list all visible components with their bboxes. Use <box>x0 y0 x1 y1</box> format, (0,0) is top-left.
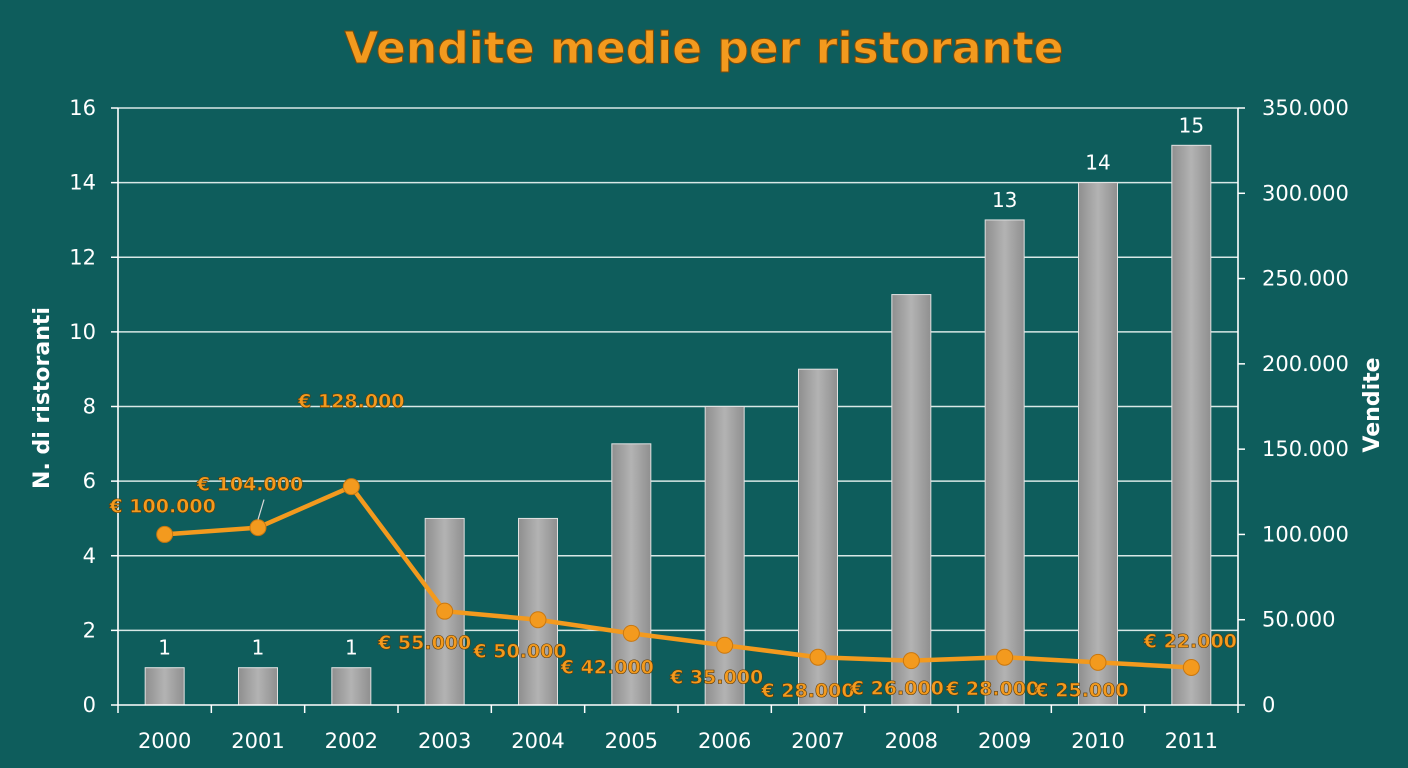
bar-data-label: 1 <box>158 636 171 660</box>
x-tick-label: 2005 <box>605 729 658 753</box>
y-tick-label: 16 <box>69 96 96 120</box>
y-tick-label: 10 <box>69 320 96 344</box>
bar-data-label: 1 <box>345 636 358 660</box>
y2-tick-label: 100.000 <box>1262 522 1349 546</box>
y-tick-label: 2 <box>83 618 96 642</box>
x-tick-label: 2009 <box>978 729 1031 753</box>
y-tick-label: 0 <box>83 693 96 717</box>
line-point <box>436 602 454 620</box>
bar <box>704 406 745 706</box>
bar <box>891 294 932 706</box>
y2-tick-label: 250.000 <box>1262 267 1349 291</box>
y-tick-label: 8 <box>83 395 96 419</box>
line-point <box>1089 653 1107 671</box>
y-tick-label: 12 <box>69 245 96 269</box>
y-tick-label: 14 <box>69 171 96 195</box>
bar <box>144 667 185 706</box>
line-data-label: € 26.000 <box>850 678 944 700</box>
x-tick-label: 2003 <box>418 729 471 753</box>
line-point <box>902 652 920 670</box>
line-data-label: € 22.000 <box>1143 630 1237 652</box>
bar-data-label: 13 <box>992 188 1017 212</box>
line-point <box>529 611 547 629</box>
line-point <box>1182 658 1200 676</box>
bar-data-label: 14 <box>1085 151 1110 175</box>
chart-title: Vendite medie per ristorante <box>344 23 1063 74</box>
label-leader-line <box>257 499 265 520</box>
bar <box>984 219 1025 706</box>
line-point <box>156 525 174 543</box>
data-labels: 1 1 1 13 14 15 € 100.000€ 104.000 € 128.000 € 55… <box>108 113 1237 702</box>
y2-axis-title: Vendite <box>1360 357 1385 452</box>
bar-series <box>144 144 1212 706</box>
y-tick-label: 6 <box>83 469 96 493</box>
y2-tick-label: 150.000 <box>1262 437 1349 461</box>
line-data-label: € 104.000 <box>196 474 303 496</box>
line-point <box>996 648 1014 666</box>
bar-data-label: 1 <box>252 636 265 660</box>
line-data-label: € 25.000 <box>1034 679 1128 701</box>
x-tick-label: 2000 <box>138 729 191 753</box>
line-data-label: € 35.000 <box>669 666 763 688</box>
line-point <box>716 636 734 654</box>
line-point <box>249 519 267 537</box>
series-line <box>164 484 1192 670</box>
line-data-label: € 55.000 <box>377 632 471 654</box>
y2-tick-label: 300.000 <box>1262 181 1349 205</box>
y2-tick-label: 50.000 <box>1262 608 1335 632</box>
axes: 0 2 4 6 8 10 12 14 16 0 50.000 100.000 150.000 200.00… <box>69 96 1349 753</box>
line-data-label: € 100.000 <box>108 495 215 517</box>
y-axis-title: N. di ristoranti <box>30 307 55 489</box>
x-tick-label: 2011 <box>1165 729 1218 753</box>
line-data-label: € 28.000 <box>760 680 854 702</box>
line-series <box>156 478 1200 676</box>
line-point <box>622 624 640 642</box>
y2-tick-label: 200.000 <box>1262 352 1349 376</box>
bar-data-label: 15 <box>1179 113 1204 137</box>
y-tick-label: 4 <box>83 544 96 568</box>
bar <box>238 667 278 706</box>
gridlines <box>118 107 1238 632</box>
bar <box>1078 182 1118 706</box>
y2-tick-label: 0 <box>1262 693 1275 717</box>
line-data-label: € 50.000 <box>472 641 566 663</box>
line-point <box>342 478 360 496</box>
x-tick-label: 2006 <box>698 729 751 753</box>
y2-tick-label: 350.000 <box>1262 96 1349 120</box>
bar <box>1171 144 1212 706</box>
bar <box>331 667 372 706</box>
x-tick-label: 2010 <box>1071 729 1124 753</box>
x-tick-label: 2002 <box>325 729 378 753</box>
line-point <box>809 648 827 666</box>
line-data-label: € 42.000 <box>560 656 654 678</box>
line-data-label: € 128.000 <box>297 391 404 413</box>
x-tick-label: 2004 <box>511 729 564 753</box>
x-tick-label: 2007 <box>791 729 844 753</box>
x-tick-label: 2001 <box>231 729 284 753</box>
bar <box>611 443 652 706</box>
line-data-label: € 28.000 <box>945 678 1039 700</box>
x-tick-label: 2008 <box>885 729 938 753</box>
